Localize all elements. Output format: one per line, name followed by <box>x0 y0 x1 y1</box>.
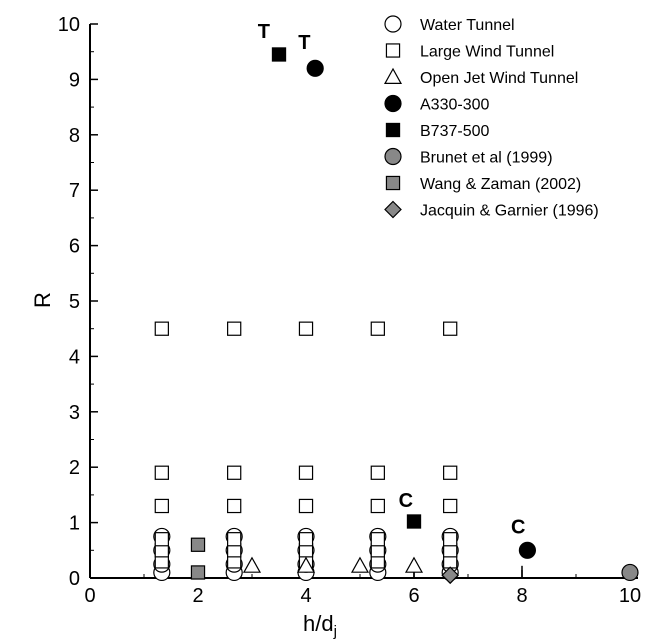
legend-label: B737-500 <box>420 123 489 140</box>
data-point <box>406 514 422 529</box>
series-4 <box>271 47 422 529</box>
x-axis-title-main: h/d <box>303 611 334 636</box>
data-point <box>296 556 316 573</box>
data-point <box>404 556 424 573</box>
data-point <box>154 498 169 514</box>
data-point <box>443 532 458 547</box>
data-point <box>154 532 169 547</box>
y-tick-label: 9 <box>69 69 80 91</box>
data-point <box>298 321 314 336</box>
data-point <box>443 465 458 480</box>
annotations: T T C C <box>258 21 526 539</box>
data-point <box>154 321 169 336</box>
data-point <box>298 532 314 547</box>
x-axis-title-subscript: j <box>333 623 337 640</box>
series-5 <box>621 563 639 582</box>
y-tick-label: 2 <box>69 457 80 479</box>
y-tick-label: 4 <box>69 346 80 368</box>
legend-marker <box>383 67 403 85</box>
x-tick-label: 6 <box>408 585 419 607</box>
data-point <box>298 465 314 480</box>
data-point <box>350 556 370 573</box>
y-axis-title: R <box>30 292 55 308</box>
data-point <box>621 563 639 582</box>
legend-marker <box>384 94 402 113</box>
series-3 <box>306 59 537 559</box>
legend-label: Water Tunnel <box>420 17 515 34</box>
data-point <box>154 465 169 480</box>
data-point <box>370 532 385 547</box>
data-point <box>518 541 537 559</box>
x-tick-label: 10 <box>619 585 641 607</box>
annotation-label: C <box>511 517 525 539</box>
data-point <box>370 465 385 480</box>
legend-label: Open Jet Wind Tunnel <box>420 70 578 87</box>
annotation-label: T <box>298 32 310 54</box>
x-tick-label: 2 <box>192 585 203 607</box>
data-point <box>227 321 242 336</box>
data-point <box>227 532 242 547</box>
x-axis-title: h/dj <box>303 611 337 640</box>
data-point <box>227 465 242 480</box>
data-point <box>298 498 314 514</box>
legend-marker <box>385 175 401 191</box>
x-tick-label: 4 <box>300 585 311 607</box>
legend-label: Jacquin & Garnier (1996) <box>420 203 599 220</box>
data-point <box>443 321 458 336</box>
data-point <box>306 59 324 77</box>
legend-marker <box>385 122 401 138</box>
data-point <box>190 565 206 580</box>
legend-label: Large Wind Tunnel <box>420 44 554 61</box>
legend-label: A330-300 <box>420 97 489 114</box>
legend: Water Tunnel Large Wind Tunnel Open Jet Wi… <box>383 15 599 220</box>
data-point <box>190 537 206 552</box>
legend-marker <box>385 43 401 58</box>
y-tick-label: 10 <box>58 14 80 36</box>
legend-label: Brunet et al (1999) <box>420 150 553 167</box>
y-tick-label: 0 <box>69 568 80 590</box>
series-2 <box>242 556 424 573</box>
data-point <box>227 498 242 514</box>
data-point <box>370 498 385 514</box>
data-point <box>271 47 287 62</box>
legend-marker <box>384 15 402 33</box>
legend-marker <box>384 200 402 219</box>
data-point <box>242 556 262 573</box>
x-tick-label: 0 <box>84 585 95 607</box>
annotation-label: C <box>399 490 413 512</box>
data-point <box>370 321 385 336</box>
series-1 <box>154 321 458 569</box>
y-tick-label: 6 <box>69 236 80 258</box>
y-tick-label: 7 <box>69 180 80 202</box>
legend-label: Wang & Zaman (2002) <box>420 176 581 193</box>
x-tick-label: 8 <box>516 585 527 607</box>
y-tick-label: 1 <box>69 513 80 535</box>
y-tick-label: 5 <box>69 291 80 313</box>
data-point <box>443 498 458 514</box>
axes <box>89 24 638 579</box>
y-tick-label: 8 <box>69 125 80 147</box>
legend-marker <box>384 147 402 166</box>
data-points <box>153 47 639 585</box>
series-6 <box>190 537 206 580</box>
data-point <box>441 566 460 585</box>
axis-ticks: 0 2 4 6 8 10 0 1 2 3 4 5 6 7 8 9 10 <box>58 14 641 607</box>
y-tick-label: 3 <box>69 402 80 424</box>
annotation-label: T <box>258 21 270 43</box>
series-7 <box>441 566 460 585</box>
